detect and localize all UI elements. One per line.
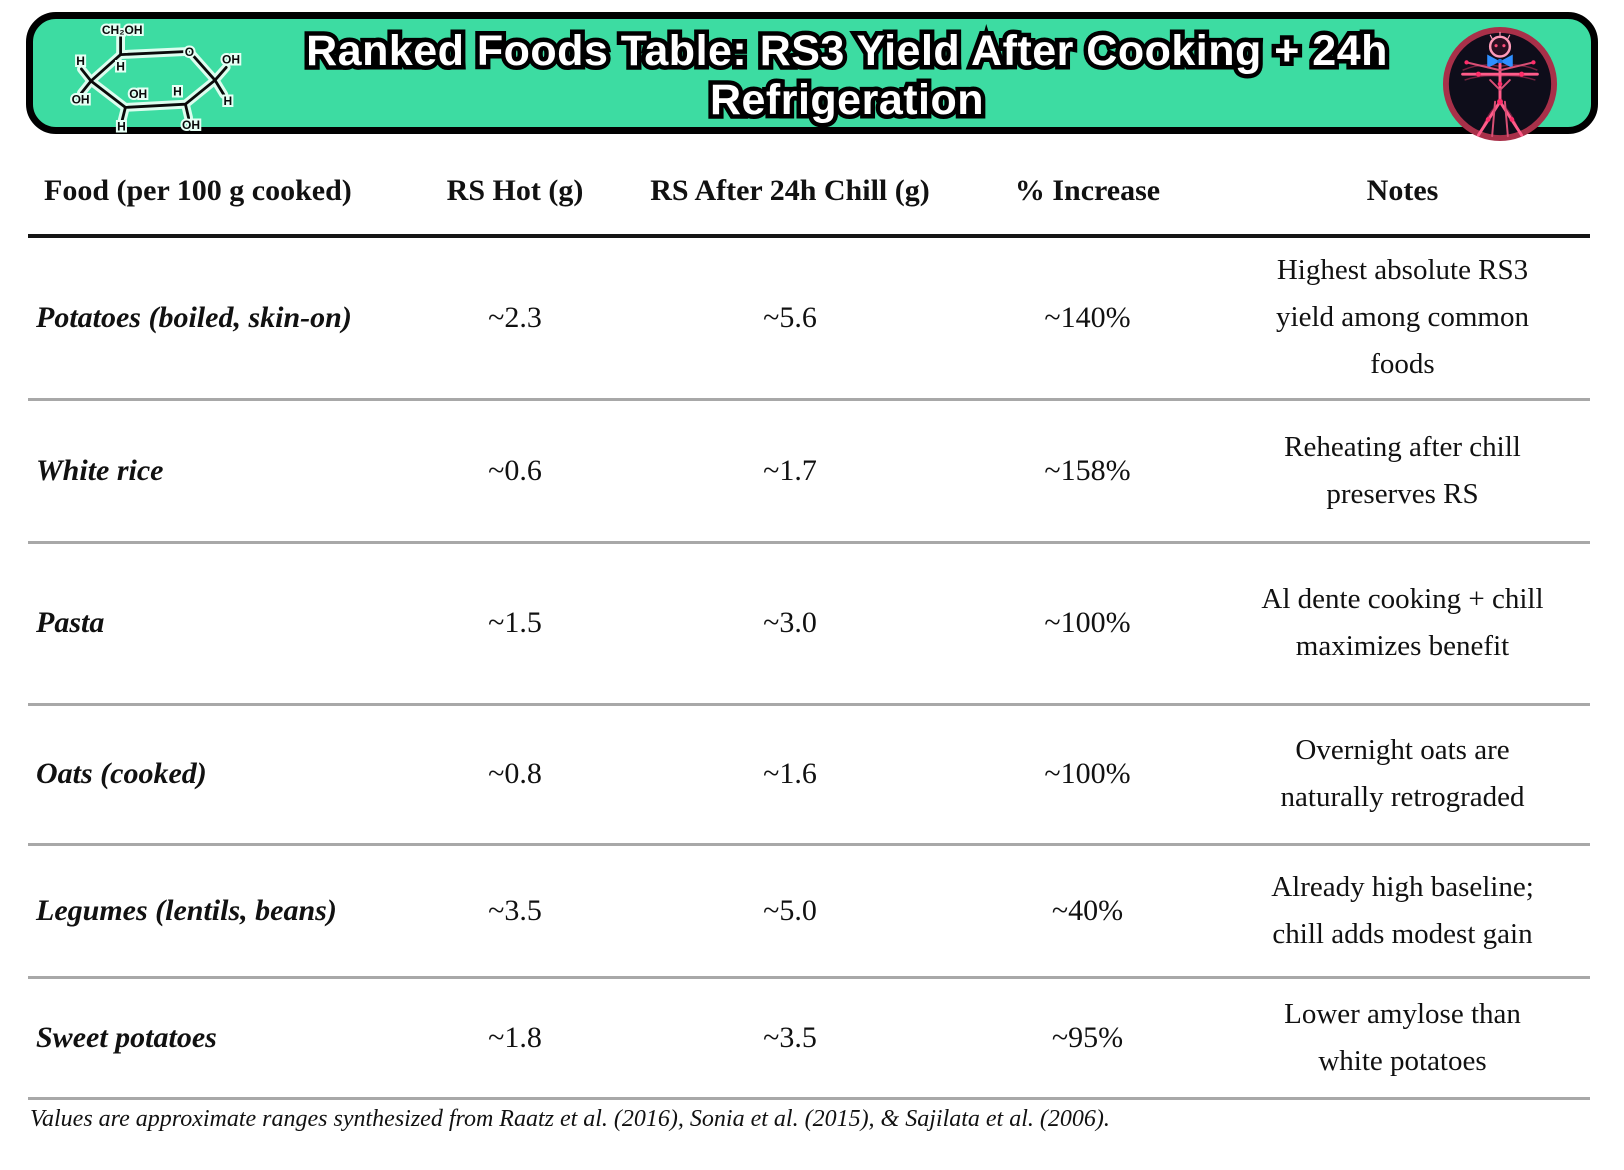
column-header-notes: Notes	[1215, 148, 1590, 238]
rs-hot-value: ~0.6	[410, 399, 620, 544]
column-header-increase: % Increase	[960, 148, 1215, 238]
page-title-line-2-text: Refrigeration	[709, 76, 985, 124]
molecule-label-oh: OH	[129, 87, 147, 101]
vitruvian-man-icon	[1441, 25, 1559, 143]
source-footnote: Values are approximate ranges synthesize…	[30, 1106, 1110, 1132]
molecule-label-oh: OH	[222, 52, 240, 66]
table-row-sweet-potatoes: Sweet potatoes ~1.8 ~3.5 ~95% Lower amyl…	[28, 977, 1590, 1100]
food-name: Oats (cooked)	[28, 704, 410, 846]
food-name: Sweet potatoes	[28, 977, 410, 1100]
ranked-foods-table: Food (per 100 g cooked) RS Hot (g) RS Af…	[28, 148, 1590, 1100]
notes-text: Reheating after chill preserves RS	[1215, 399, 1590, 544]
increase-value: ~95%	[960, 977, 1215, 1100]
notes-text: Highest absolute RS3 yield among common …	[1215, 236, 1590, 401]
molecule-label-o: O	[185, 45, 194, 59]
molecule-label-h: H	[223, 94, 232, 108]
page-title-line-2: Refrigeration Refrigeration	[705, 72, 988, 129]
increase-value: ~158%	[960, 399, 1215, 544]
notes-text: Already high baseline; chill adds modest…	[1215, 844, 1590, 979]
molecule-label-ch2oh: CH₂OH	[102, 23, 143, 37]
rs-hot-value: ~0.8	[410, 704, 620, 846]
rs-chill-value: ~5.6	[620, 236, 960, 401]
food-name: Pasta	[28, 542, 410, 706]
glucose-molecule-icon: CH₂OH O H H OH OH H H OH OH H	[47, 21, 267, 136]
increase-value: ~100%	[960, 542, 1215, 706]
column-header-rs-hot: RS Hot (g)	[410, 148, 620, 238]
notes-text: Al dente cooking + chill maximizes benef…	[1215, 542, 1590, 706]
table-row-white-rice: White rice ~0.6 ~1.7 ~158% Reheating aft…	[28, 399, 1590, 544]
rs-chill-value: ~3.5	[620, 977, 960, 1100]
table-header-row: Food (per 100 g cooked) RS Hot (g) RS Af…	[28, 148, 1590, 238]
increase-value: ~140%	[960, 236, 1215, 401]
page-title-line-1-outline: Ranked Foods Table: RS3 Yield After Cook…	[302, 23, 1392, 80]
rs-hot-value: ~1.8	[410, 977, 620, 1100]
food-name: White rice	[28, 399, 410, 544]
notes-text: Lower amylose than white potatoes	[1215, 977, 1590, 1100]
food-name: Legumes (lentils, beans)	[28, 844, 410, 979]
rs-chill-value: ~1.7	[620, 399, 960, 544]
molecule-label-oh: OH	[72, 92, 90, 106]
table-row-pasta: Pasta ~1.5 ~3.0 ~100% Al dente cooking +…	[28, 542, 1590, 706]
column-header-rs-chill: RS After 24h Chill (g)	[620, 148, 960, 238]
rs-chill-value: ~5.0	[620, 844, 960, 979]
bowtie-shape	[1487, 54, 1513, 69]
page-title-line-2-outline: Refrigeration	[705, 72, 988, 129]
vitruvian-man-svg	[1442, 26, 1558, 142]
food-name: Potatoes (boiled, skin-on)	[28, 236, 410, 401]
title-banner: CH₂OH O H H OH OH H H OH OH H Ranked Foo…	[26, 12, 1598, 142]
increase-value: ~100%	[960, 704, 1215, 846]
table-row-oats: Oats (cooked) ~0.8 ~1.6 ~100% Overnight …	[28, 704, 1590, 846]
molecule-label-oh: OH	[182, 118, 200, 132]
page-title-line-1-text: Ranked Foods Table: RS3 Yield After Cook…	[306, 27, 1388, 75]
page-title-line-1: Ranked Foods Table: RS3 Yield After Cook…	[302, 23, 1392, 80]
table-row-potatoes: Potatoes (boiled, skin-on) ~2.3 ~5.6 ~14…	[28, 236, 1590, 401]
molecule-label-h: H	[76, 54, 85, 68]
rs-chill-value: ~1.6	[620, 704, 960, 846]
rs-chill-value: ~3.0	[620, 542, 960, 706]
molecule-label-h: H	[173, 84, 182, 98]
increase-value: ~40%	[960, 844, 1215, 979]
column-header-food: Food (per 100 g cooked)	[28, 148, 410, 238]
table-row-legumes: Legumes (lentils, beans) ~3.5 ~5.0 ~40% …	[28, 844, 1590, 979]
notes-text: Overnight oats are naturally retrograded	[1215, 704, 1590, 846]
rs-hot-value: ~1.5	[410, 542, 620, 706]
page-title: Ranked Foods Table: RS3 Yield After Cook…	[263, 23, 1431, 129]
molecule-label-h: H	[117, 120, 126, 133]
rs-hot-value: ~3.5	[410, 844, 620, 979]
glucose-molecule-svg: CH₂OH O H H OH OH H H OH OH H	[70, 21, 242, 136]
molecule-label-h: H	[116, 60, 125, 74]
rs-hot-value: ~2.3	[410, 236, 620, 401]
